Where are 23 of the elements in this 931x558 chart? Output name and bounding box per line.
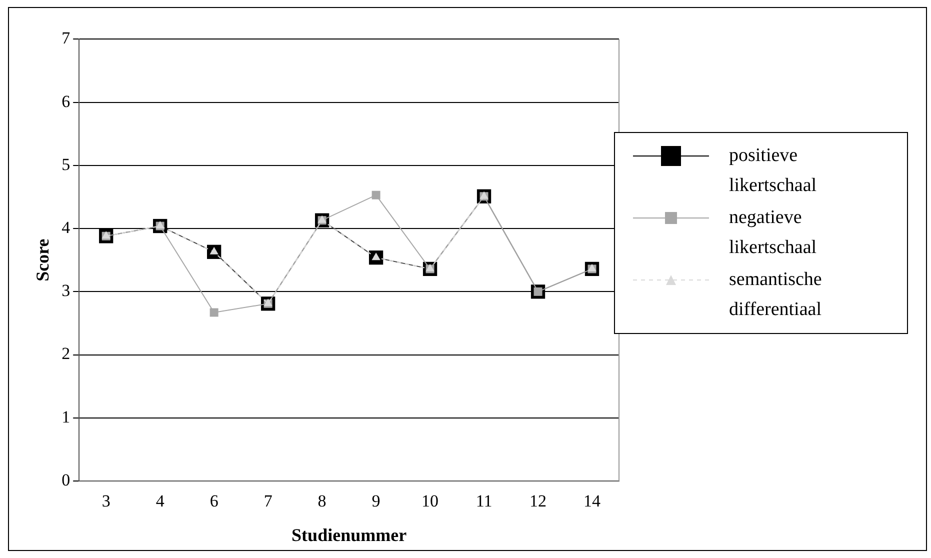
y-tick-label: 4 [62,218,71,238]
x-tick-label: 6 [210,492,218,511]
y-tick-label: 2 [62,344,70,364]
x-tick-label: 11 [476,492,492,511]
point [210,308,218,317]
x-tick-label: 9 [372,492,380,511]
x-tick-label: 7 [264,492,273,511]
y-axis-title: Score [32,238,52,282]
y-tick-label: 1 [62,407,70,426]
point [372,190,380,200]
x-tick-label: 4 [156,492,165,511]
x-tick-label: 14 [584,492,602,511]
y-tick-label: 3 [62,281,70,300]
x-tick-label: 3 [102,492,110,511]
y-tick-label: 6 [62,92,70,111]
x-axis-title: Studienummer [292,524,407,545]
x-tick-label: 8 [318,492,326,511]
x-tick-label: 10 [422,492,439,511]
y-tick-label: 5 [62,154,70,174]
y-tick-label: 0 [62,470,70,490]
x-tick-label: 12 [530,492,547,511]
y-tick-label: 7 [62,28,71,48]
legend-label: semantische differentiaal [729,268,823,322]
